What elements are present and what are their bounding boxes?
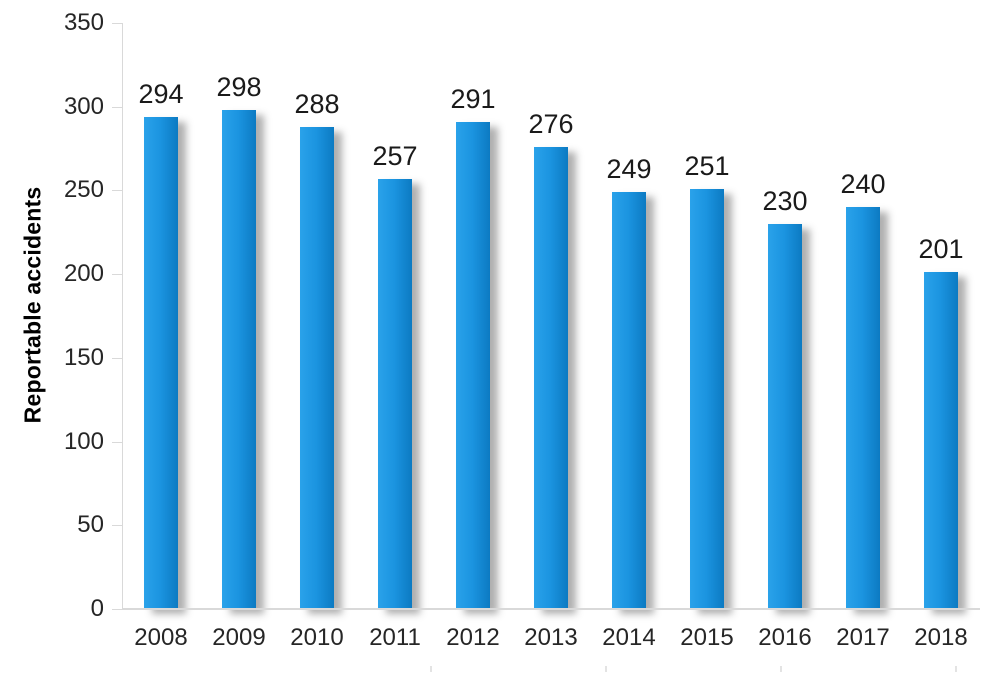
- x-tick-label: 2017: [836, 624, 890, 651]
- bar: [222, 110, 256, 609]
- bar: [690, 188, 724, 609]
- y-tick-label: 100: [63, 427, 104, 455]
- x-axis-labels: 2008 2009 2010 2011 2012 2013 2014 2015 2016 2017…: [122, 624, 980, 652]
- bar: [534, 146, 568, 609]
- bar-column-2018: 201: [902, 23, 980, 609]
- y-tick-label: 150: [63, 343, 104, 371]
- x-tick-label: 2013: [524, 624, 578, 651]
- bar-value-label: 257: [372, 140, 418, 171]
- x-axis-line: [122, 608, 980, 610]
- y-axis-title: Reportable accidents: [19, 186, 46, 424]
- y-tick-label: 50: [77, 511, 104, 539]
- bar: [456, 121, 490, 609]
- bar-value-label: 288: [294, 88, 340, 119]
- bar-value-label: 298: [216, 72, 262, 103]
- x-tick-label: 2012: [446, 624, 500, 651]
- bar-column-2016: 230: [746, 23, 824, 609]
- bar-value-label: 249: [606, 154, 652, 185]
- bar-column-2013: 276: [512, 23, 590, 609]
- bar-column-2010: 288: [278, 23, 356, 609]
- x-tick-label: 2014: [602, 624, 656, 651]
- bar: [378, 178, 412, 609]
- bar-column-2008: 294: [122, 23, 200, 609]
- y-tick-label: 200: [63, 260, 104, 288]
- y-tick-mark: [112, 441, 122, 443]
- y-tick-mark: [112, 106, 122, 108]
- bar: [612, 192, 646, 609]
- bar-value-label: 251: [684, 150, 730, 181]
- bar-column-2014: 249: [590, 23, 668, 609]
- x-tick-label: 2016: [758, 624, 812, 651]
- y-axis-line: [122, 23, 123, 609]
- x-tick-label: 2008: [134, 624, 188, 651]
- bar-column-2011: 257: [356, 23, 434, 609]
- bar: [924, 272, 958, 609]
- bar-column-2015: 251: [668, 23, 746, 609]
- x-tick-label: 2009: [212, 624, 266, 651]
- y-tick-label: 350: [63, 9, 104, 36]
- x-tick-label: 2011: [369, 624, 421, 651]
- bar: [300, 126, 334, 609]
- x-tick-label: 2015: [680, 624, 734, 651]
- y-tick-mark: [112, 357, 122, 359]
- bar-value-label: 240: [840, 169, 886, 200]
- x-tick-label: 2018: [914, 624, 968, 651]
- bar-column-2017: 240: [824, 23, 902, 609]
- cropped-text-artifact: [0, 666, 1000, 674]
- y-tick-mark: [112, 274, 122, 276]
- bar: [846, 207, 880, 609]
- bar-column-2012: 291: [434, 23, 512, 609]
- bar-value-label: 291: [450, 83, 496, 114]
- plot-area: 294 298 288 257 291 276 249 251 230 240 201: [122, 23, 980, 609]
- y-tick-label: 300: [63, 92, 104, 120]
- bar-value-label: 230: [762, 185, 808, 216]
- bar-value-label: 276: [528, 108, 574, 139]
- bar: [768, 223, 802, 609]
- bar-column-2009: 298: [200, 23, 278, 609]
- bar-value-label: 201: [918, 234, 964, 265]
- y-tick-mark: [112, 190, 122, 192]
- y-tick-mark: [112, 525, 122, 527]
- y-tick-label: 250: [63, 176, 104, 204]
- y-tick-mark: [112, 23, 122, 24]
- x-tick-label: 2010: [290, 624, 344, 651]
- bar: [144, 116, 178, 609]
- bar-value-label: 294: [138, 78, 184, 109]
- y-tick-label: 0: [90, 595, 104, 622]
- y-tick-mark: [112, 609, 122, 610]
